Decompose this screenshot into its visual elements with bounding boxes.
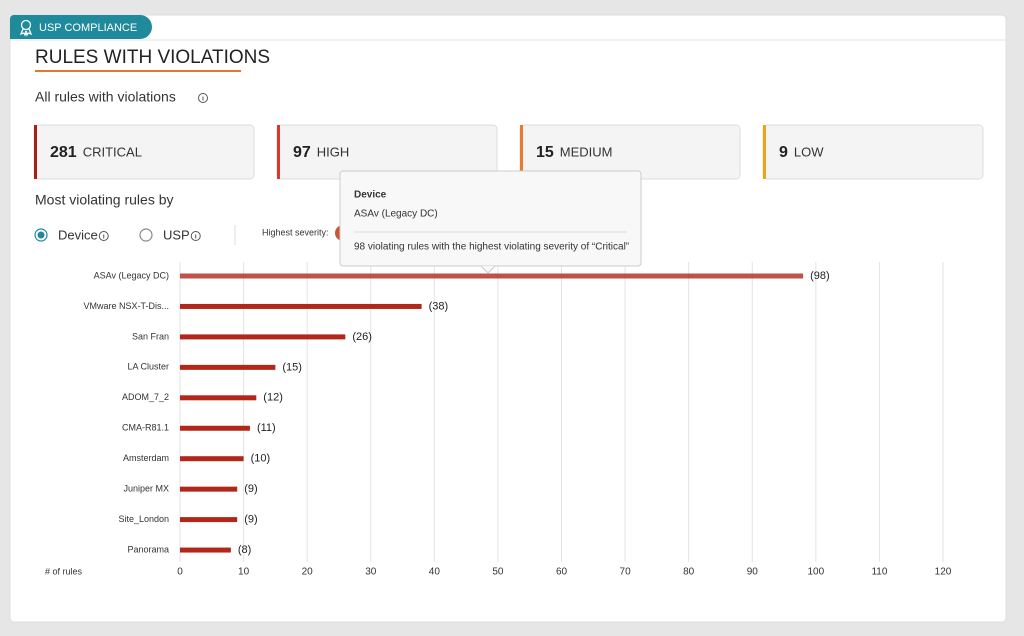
card-count: 9 [779,144,788,161]
section-title: RULES WITH VIOLATIONS [35,47,270,68]
summary-cards: 281 CRITICAL 97 HIGH 15 MEDIUM 9 LOW [33,124,984,180]
tooltip: Device ASAv (Legacy DC) 98 violating rul… [339,170,642,274]
y-tick-label: San Fran [132,331,169,341]
x-tick-label: 80 [683,567,695,578]
y-tick-label: LA Cluster [127,362,169,372]
card-label: CRITICAL [83,144,142,159]
y-tick-label: Amsterdam [123,453,169,463]
bar[interactable] [180,334,346,340]
radio-group: Device USP [34,227,201,242]
radio-dot [37,231,45,239]
radio[interactable] [139,228,153,242]
summary-card: 9 LOW [762,124,984,180]
x-tick-label: 20 [302,567,314,578]
y-tick-label: Juniper MX [123,484,169,494]
bar[interactable] [180,486,238,492]
axis-label: # of rules [45,566,83,576]
panel [9,14,1007,623]
bar[interactable] [180,425,250,431]
value-label: (9) [244,514,257,526]
y-tick-label: ASAv (Legacy DC) [94,270,169,280]
x-tick-label: 110 [871,567,887,578]
x-tick-label: 0 [177,567,183,578]
x-tick-label: 70 [620,567,632,578]
bar[interactable] [180,547,231,553]
badge-text: USP COMPLIANCE [39,22,137,34]
value-label: (11) [257,422,276,434]
info-icon [190,231,201,241]
value-label: (26) [352,331,372,343]
summary-card: 15 MEDIUM [519,124,741,180]
y-tick-label: VMware NSX-T-Dis... [83,301,169,311]
filter-heading: Most violating rules by [35,192,174,208]
tooltip-title: Device [354,190,387,201]
radio-label[interactable]: USP [163,227,190,242]
info-icon [98,231,109,241]
bar[interactable] [180,273,804,279]
value-label: (98) [810,270,830,282]
bar[interactable] [180,517,238,523]
tooltip-arrow [480,265,496,274]
info-circle [190,231,201,241]
value-label: (8) [238,544,251,556]
info-icon [198,93,208,103]
card-count: 281 [50,144,77,161]
summary-card: 97 HIGH [276,124,498,180]
card-accent [763,125,766,179]
card-accent [277,125,280,179]
badge-icon [19,19,33,37]
y-tick-label: CMA-R81.1 [122,423,169,433]
value-label: (38) [429,300,449,312]
severity-label: Highest severity: [262,227,329,237]
bar[interactable] [180,456,244,462]
y-tick-label: ADOM_7_2 [122,392,169,402]
y-tick-label: Site_London [118,514,169,524]
value-label: (9) [244,483,257,495]
x-tick-label: 40 [429,567,441,578]
card-accent [34,125,37,179]
bar-chart: # of rules 0 10 20 30 40 50 60 70 80 90 100 110 120 AS… [45,262,952,578]
summary-card: 281 CRITICAL [33,124,255,180]
x-tick-label: 30 [365,567,377,578]
x-tick-label: 120 [935,567,952,578]
card-label: MEDIUM [560,144,613,159]
bar[interactable] [180,303,422,309]
value-label: (15) [282,361,302,373]
x-tick-label: 60 [556,567,568,578]
card-label: HIGH [317,144,350,159]
x-tick-label: 90 [747,567,759,578]
bar[interactable] [180,395,257,401]
badge [10,15,152,39]
x-tick-label: 50 [492,567,504,578]
x-tick-label: 100 [807,567,824,578]
card-count: 97 [293,144,311,161]
x-tick-label: 10 [238,567,250,578]
card-count: 15 [536,144,554,161]
tooltip-text: 98 violating rules with the highest viol… [354,242,629,253]
radio-label[interactable]: Device [58,227,98,242]
tooltip-device: ASAv (Legacy DC) [354,209,438,220]
y-tick-label: Panorama [127,544,169,554]
value-label: (10) [251,453,271,465]
card-label: LOW [794,144,824,159]
card-accent [520,125,523,179]
subtitle: All rules with violations [35,89,176,105]
value-label: (12) [263,392,283,404]
info-circle [98,231,109,241]
bar[interactable] [180,364,276,370]
